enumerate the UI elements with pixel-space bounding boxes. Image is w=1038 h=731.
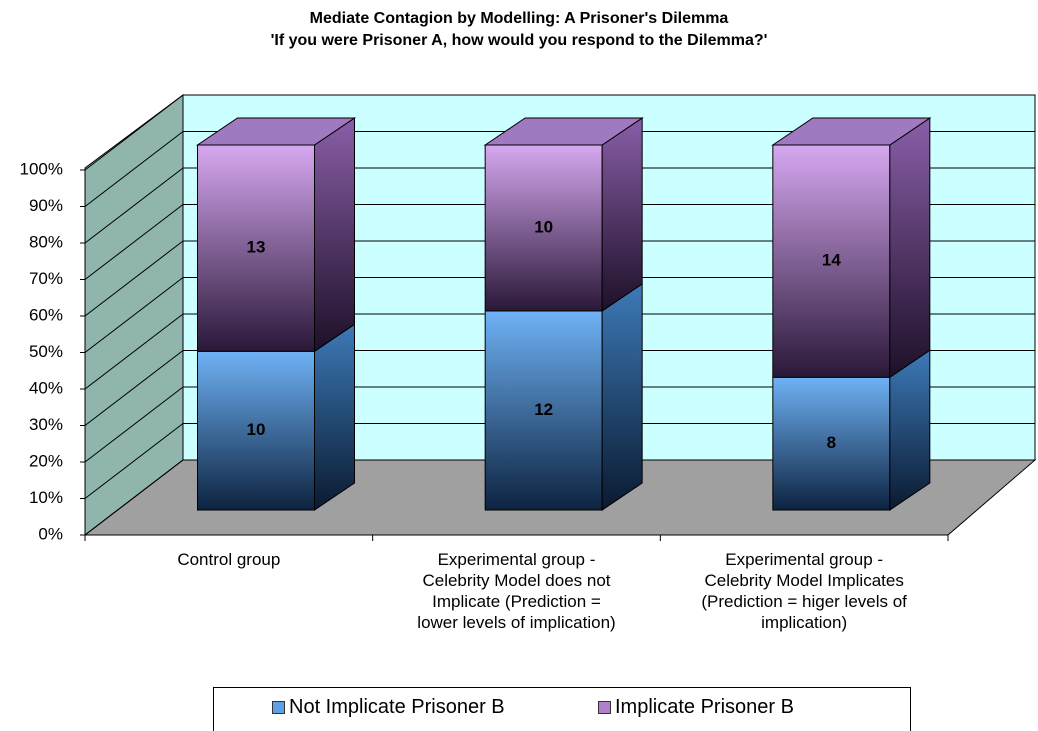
y-tick-label: 0% <box>38 524 63 543</box>
y-tick-label: 70% <box>29 269 63 288</box>
bar-side <box>314 323 355 511</box>
grid-line <box>84 204 184 280</box>
y-tick-label: 20% <box>29 451 63 470</box>
data-label: 13 <box>247 238 266 257</box>
data-label: 12 <box>534 400 553 419</box>
y-tick-label: 100% <box>20 159 63 178</box>
bar-side <box>889 349 931 511</box>
data-label: 8 <box>827 433 836 452</box>
bar-side <box>889 117 931 379</box>
y-tick-label: 80% <box>29 232 63 251</box>
grid-line <box>84 94 184 171</box>
grid-line <box>84 240 184 317</box>
x-tick-label: Control group <box>177 550 281 569</box>
grid-line <box>84 313 184 390</box>
y-tick-label: 50% <box>29 342 63 361</box>
y-tick-label: 90% <box>29 196 63 215</box>
bar-top <box>195 117 357 146</box>
grid-line <box>84 131 184 207</box>
y-tick-label: 10% <box>29 488 63 507</box>
bar-side <box>601 282 643 511</box>
legend-item: Not Implicate Prisoner B <box>272 696 505 719</box>
y-tick-label: 60% <box>29 305 63 324</box>
grid-line <box>84 459 184 536</box>
x-tick-label: Experimental group - Celebrity Model doe… <box>417 550 616 632</box>
bar-side <box>601 117 643 312</box>
bar <box>772 144 891 378</box>
chart-subtitle: 'If you were Prisoner A, how would you r… <box>271 32 768 49</box>
data-label: 10 <box>534 217 553 236</box>
grid-line <box>84 167 184 244</box>
y-tick-label: 40% <box>29 378 63 397</box>
chart-title: Mediate Contagion by Modelling: A Prison… <box>310 10 729 27</box>
grid-line <box>84 277 184 353</box>
bar-top <box>483 117 644 146</box>
legend-item: Implicate Prisoner B <box>598 696 794 719</box>
y-tick-label: 30% <box>29 415 63 434</box>
bar-top <box>771 117 932 146</box>
x-tick-label: Experimental group - Celebrity Model Imp… <box>701 550 907 632</box>
bar <box>484 144 603 312</box>
legend: Not Implicate Prisoner B Implicate Prison… <box>213 687 911 731</box>
legend-label: Implicate Prisoner B <box>615 696 794 718</box>
grid-line <box>84 386 184 463</box>
data-label: 14 <box>822 251 841 270</box>
bar <box>772 376 891 511</box>
bar <box>484 310 603 511</box>
legend-swatch <box>272 701 285 714</box>
grid-line <box>84 423 184 499</box>
legend-label: Not Implicate Prisoner B <box>289 696 505 718</box>
bar <box>197 144 315 352</box>
legend-swatch <box>598 701 611 714</box>
grid-line <box>84 350 184 426</box>
bar-side <box>314 117 355 353</box>
bar <box>197 350 315 511</box>
data-label: 10 <box>247 420 266 439</box>
